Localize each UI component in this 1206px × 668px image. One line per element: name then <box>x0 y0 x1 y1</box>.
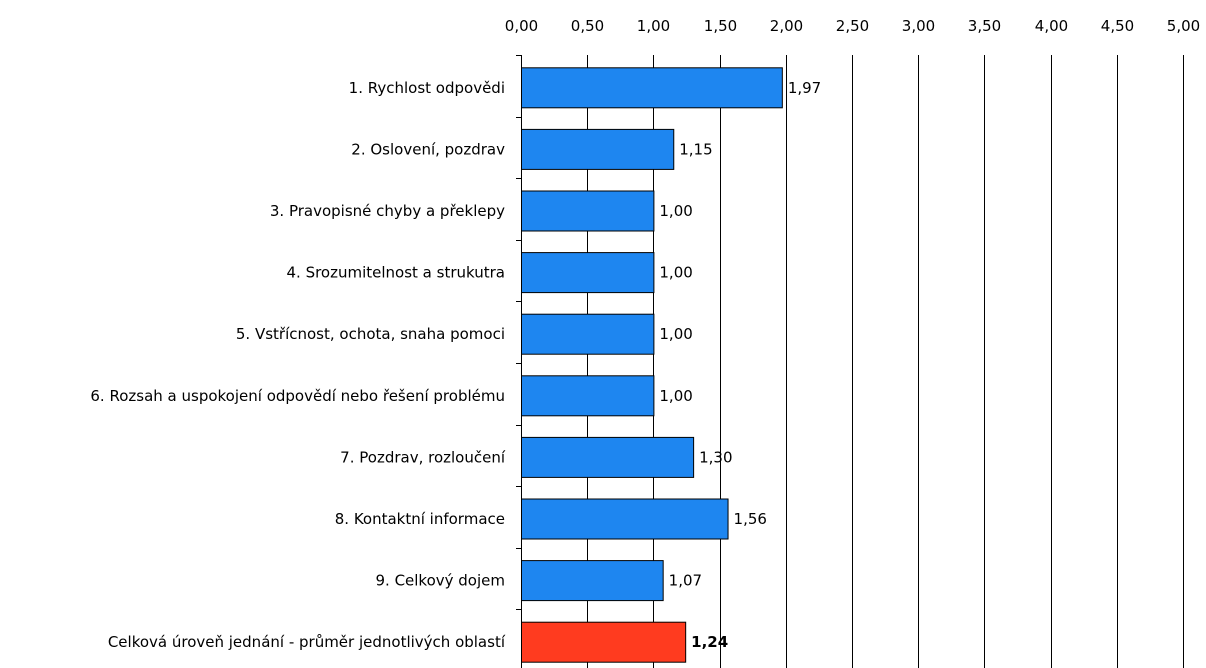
x-tick-label: 0,00 <box>505 17 538 35</box>
value-label: 1,30 <box>699 448 732 466</box>
category-label: 6. Rozsah a uspokojení odpovědí nebo řeš… <box>90 387 505 405</box>
x-tick-label: 4,00 <box>1035 17 1068 35</box>
category-labels: 1. Rychlost odpovědi 2. Oslovení, pozdrav… <box>90 79 505 651</box>
x-tick-label: 3,50 <box>968 17 1001 35</box>
bars <box>521 67 783 663</box>
x-tick-label: 2,50 <box>836 17 869 35</box>
x-tick-label: 3,00 <box>902 17 935 35</box>
category-label: 8. Kontaktní informace <box>335 510 505 528</box>
value-label: 1,07 <box>669 572 702 590</box>
bar <box>521 560 664 602</box>
value-label: 1,24 <box>691 633 728 651</box>
x-tick-label: 5,00 <box>1167 17 1200 35</box>
bar-average <box>521 621 687 663</box>
category-label: 1. Rychlost odpovědi <box>349 79 505 97</box>
x-tick-label: 1,50 <box>704 17 737 35</box>
value-label: 1,00 <box>659 202 692 220</box>
x-tick-label: 0,50 <box>571 17 604 35</box>
bar <box>521 375 655 417</box>
bar <box>521 252 655 294</box>
value-label: 1,56 <box>734 510 767 528</box>
x-tick-label: 2,00 <box>770 17 803 35</box>
bar <box>521 190 655 232</box>
category-label: 5. Vstřícnost, ochota, snaha pomoci <box>236 325 505 343</box>
value-label: 1,00 <box>659 387 692 405</box>
bar <box>521 436 695 478</box>
bar <box>521 313 655 355</box>
x-tick-label: 1,00 <box>637 17 670 35</box>
y-axis <box>516 55 522 668</box>
x-axis-ticks: 0,00 0,50 1,00 1,50 2,00 2,50 3,00 3,50 4,00 4,50… <box>505 17 1200 35</box>
bar <box>521 498 729 540</box>
value-label: 1,00 <box>659 325 692 343</box>
category-label: 7. Pozdrav, rozloučení <box>340 448 506 466</box>
category-label: Celková úroveň jednání - průměr jednotli… <box>108 633 506 651</box>
value-labels: 1,97 1,15 1,00 1,00 1,00 1,00 1,30 1,56 1,07 1,24 <box>659 79 821 651</box>
category-label: 2. Oslovení, pozdrav <box>351 140 505 158</box>
value-label: 1,97 <box>788 79 821 97</box>
bar <box>521 67 783 109</box>
value-label: 1,00 <box>659 264 692 282</box>
category-label: 4. Srozumitelnost a strukutra <box>286 264 505 282</box>
value-label: 1,15 <box>679 140 712 158</box>
bar <box>521 128 675 170</box>
category-label: 3. Pravopisné chyby a překlepy <box>270 202 505 220</box>
category-label: 9. Celkový dojem <box>375 572 505 590</box>
x-tick-label: 4,50 <box>1101 17 1134 35</box>
